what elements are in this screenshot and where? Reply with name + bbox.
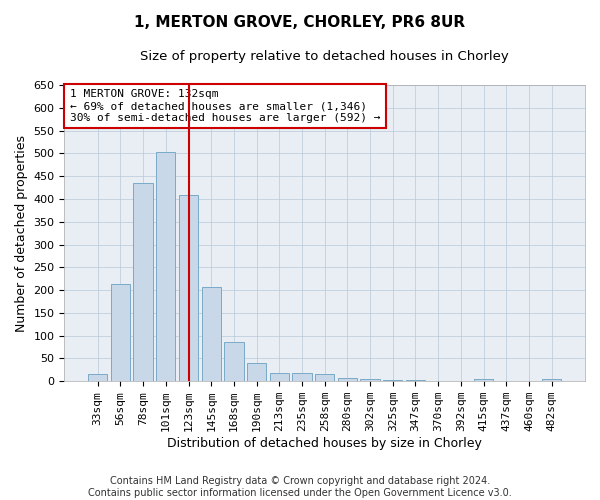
Bar — [224, 342, 244, 381]
Bar — [133, 183, 153, 381]
Bar — [406, 380, 425, 381]
Bar — [474, 379, 493, 381]
Bar — [542, 379, 562, 381]
Bar — [338, 378, 357, 381]
Y-axis label: Number of detached properties: Number of detached properties — [15, 134, 28, 332]
Title: Size of property relative to detached houses in Chorley: Size of property relative to detached ho… — [140, 50, 509, 63]
X-axis label: Distribution of detached houses by size in Chorley: Distribution of detached houses by size … — [167, 437, 482, 450]
Text: 1, MERTON GROVE, CHORLEY, PR6 8UR: 1, MERTON GROVE, CHORLEY, PR6 8UR — [134, 15, 466, 30]
Bar — [202, 287, 221, 381]
Bar — [361, 379, 380, 381]
Bar — [315, 374, 334, 381]
Bar — [156, 152, 175, 381]
Bar — [383, 380, 403, 381]
Text: Contains HM Land Registry data © Crown copyright and database right 2024.
Contai: Contains HM Land Registry data © Crown c… — [88, 476, 512, 498]
Bar — [179, 196, 198, 381]
Bar — [111, 284, 130, 381]
Text: 1 MERTON GROVE: 132sqm
← 69% of detached houses are smaller (1,346)
30% of semi-: 1 MERTON GROVE: 132sqm ← 69% of detached… — [70, 90, 380, 122]
Bar — [269, 373, 289, 381]
Bar — [247, 363, 266, 381]
Bar — [88, 374, 107, 381]
Bar — [292, 373, 311, 381]
